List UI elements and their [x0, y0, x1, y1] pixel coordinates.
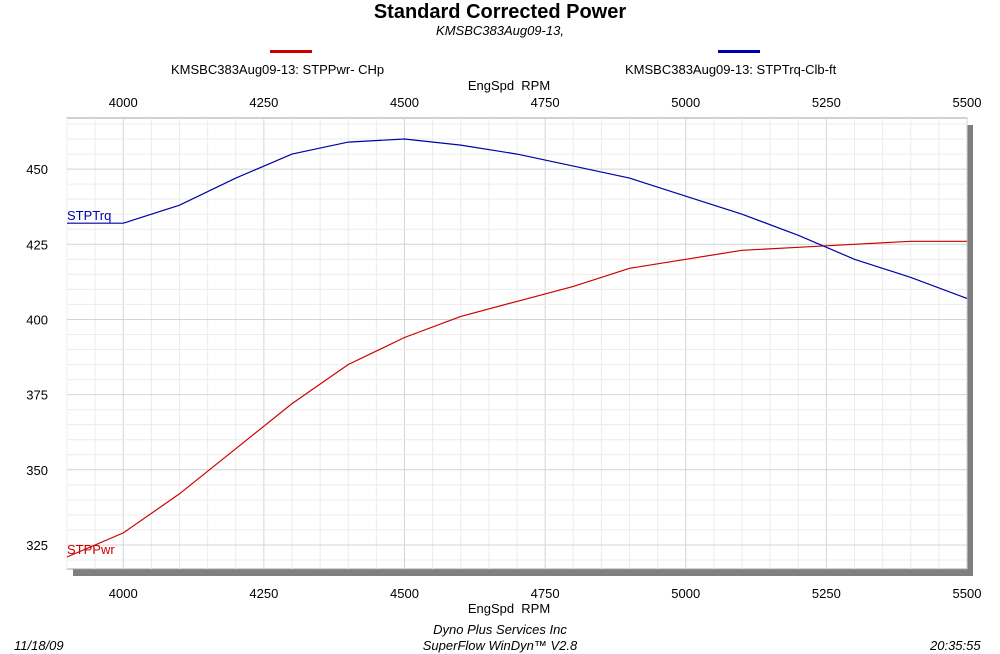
x-tick-label-top: 4250	[249, 95, 278, 110]
x-tick-label-bottom: 4500	[390, 586, 419, 601]
footer-software: SuperFlow WinDyn™ V2.8	[422, 638, 578, 653]
series-label-stppwr: STPPwr	[67, 542, 115, 557]
x-axis-title-top: EngSpd RPM	[467, 78, 551, 93]
y-tick-label: 425	[26, 237, 48, 252]
legend-label-torque: KMSBC383Aug09-13: STPTrq-Clb-ft	[625, 62, 837, 77]
footer-time: 20:35:55	[930, 638, 981, 653]
x-tick-label-top: 4500	[390, 95, 419, 110]
x-tick-label-bottom: 4750	[531, 586, 560, 601]
x-axis-title-bottom: EngSpd RPM	[467, 601, 551, 616]
y-tick-label: 325	[26, 538, 48, 553]
x-tick-label-top: 5250	[812, 95, 841, 110]
x-tick-label-bottom: 5500	[953, 586, 982, 601]
y-tick-label: 375	[26, 388, 48, 403]
series-label-stptrq: STPTrq	[67, 208, 111, 223]
legend-swatch-power	[270, 50, 312, 53]
footer-company: Dyno Plus Services Inc	[433, 622, 567, 637]
x-tick-label-top: 5500	[953, 95, 982, 110]
footer-date: 11/18/09	[14, 638, 64, 653]
x-tick-label-bottom: 5000	[671, 586, 700, 601]
chart-subtitle: KMSBC383Aug09-13,	[436, 23, 564, 38]
x-tick-label-bottom: 4250	[249, 586, 278, 601]
y-tick-label: 350	[26, 463, 48, 478]
series-line-stptrq	[67, 138, 968, 299]
y-tick-label: 400	[26, 312, 48, 327]
series-line-stppwr	[66, 240, 967, 558]
x-tick-label-top: 4000	[109, 95, 138, 110]
x-tick-label-bottom: 5250	[812, 586, 841, 601]
legend-swatch-torque	[718, 50, 760, 53]
y-tick-label: 450	[26, 162, 48, 177]
x-tick-label-top: 4750	[531, 95, 560, 110]
x-tick-label-bottom: 4000	[109, 586, 138, 601]
chart-title: Standard Corrected Power	[373, 1, 627, 23]
legend-label-power: KMSBC383Aug09-13: STPPwr- CHp	[171, 62, 385, 77]
x-tick-label-top: 5000	[671, 95, 700, 110]
